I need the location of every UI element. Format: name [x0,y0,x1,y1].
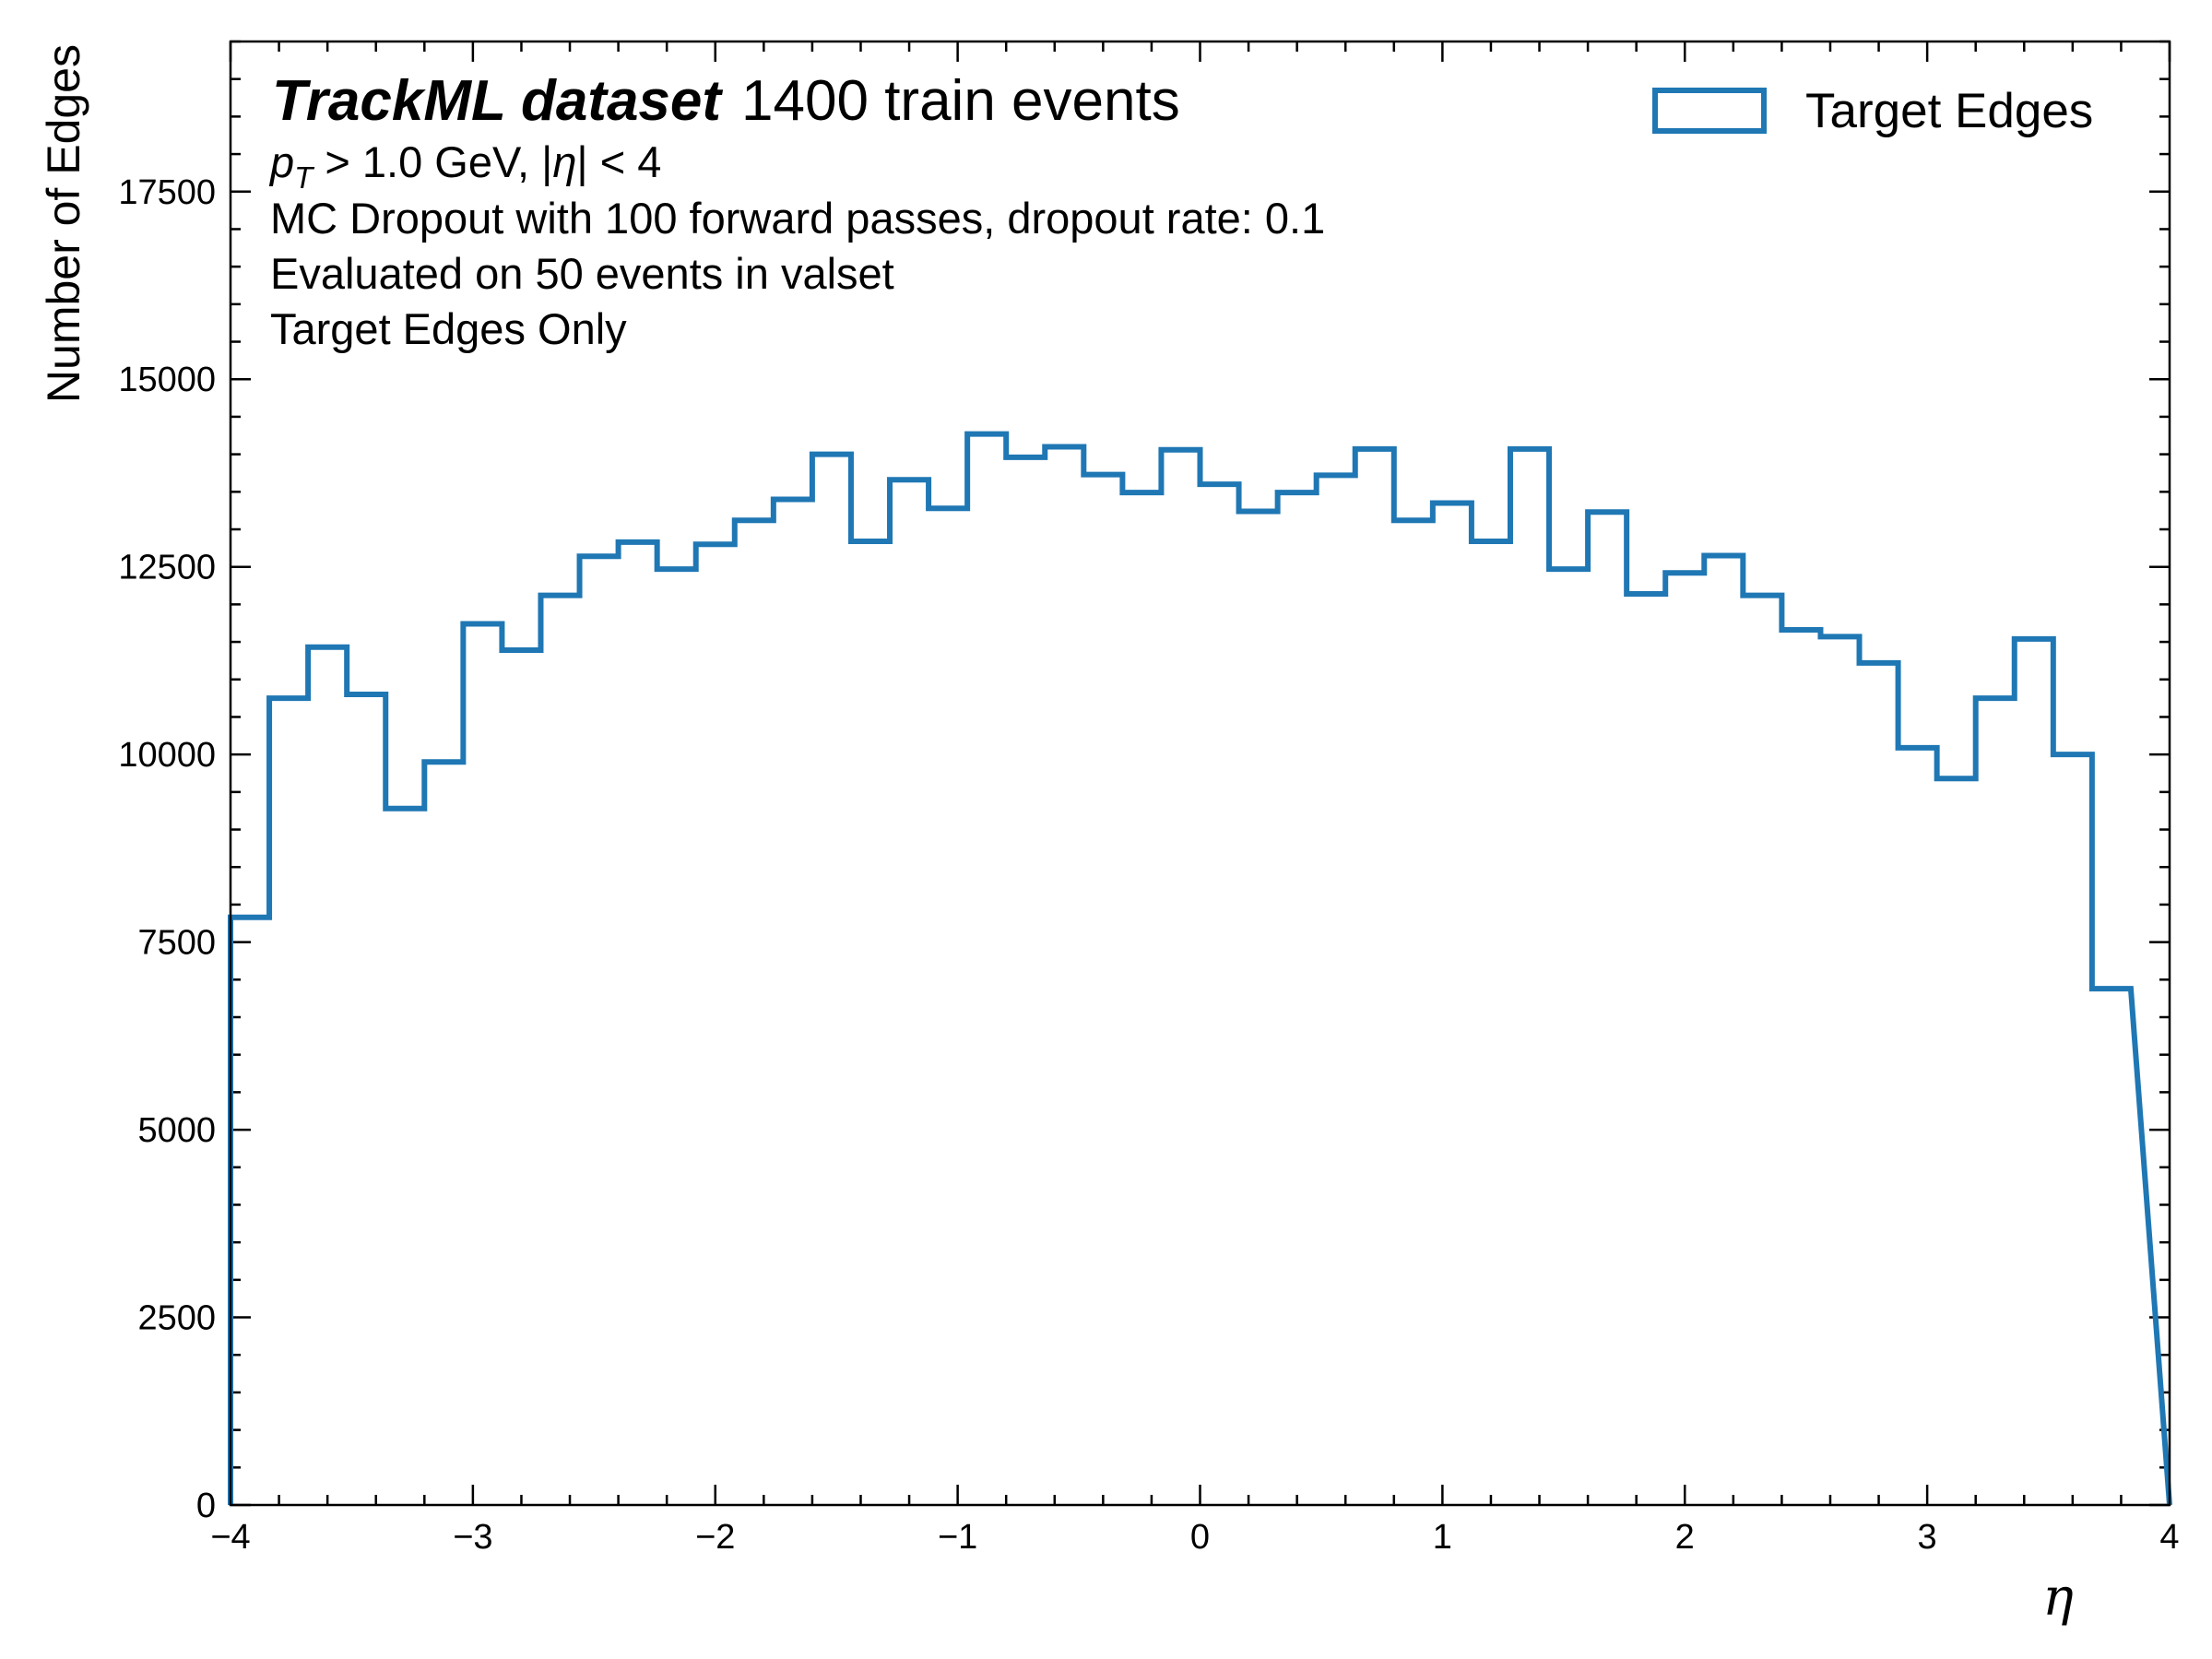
x-tick-label: 2 [1675,1518,1695,1557]
x-tick-label: −1 [938,1518,977,1557]
y-tick-label: 5000 [137,1111,216,1150]
x-tick-label: 0 [1190,1518,1210,1557]
eta-cut-text: | < 4 [576,137,661,186]
y-axis-label: Number of Edges [38,44,89,403]
chart-title-rest: 1400 train events [741,69,1180,133]
y-axis-ticks: 0 2500 5000 7500 10000 12500 15000 17500 [118,40,2170,1525]
annotation-line-target-only: Target Edges Only [270,304,627,353]
y-tick-label: 0 [196,1487,216,1525]
y-tick-label: 10000 [118,736,216,775]
chart-title: TrackML dataset 1400 train events [272,69,1180,133]
y-tick-label: 12500 [118,549,216,587]
pt-symbol: p [268,137,294,186]
y-tick-label: 15000 [118,361,216,399]
chart-title-bold: TrackML dataset [272,69,723,133]
x-tick-label: −2 [695,1518,735,1557]
x-tick-label: −3 [453,1518,492,1557]
target-edges-histogram-line [228,431,2172,1506]
legend-label: Target Edges [1805,84,2093,138]
annotation-line-dropout: MC Dropout with 100 forward passes, drop… [270,194,1325,243]
annotation-line-evaluated: Evaluated on 50 events in valset [270,249,894,298]
x-axis-label: η [2042,1568,2074,1628]
y-tick-label: 2500 [137,1299,216,1338]
legend: Target Edges [1652,84,2093,138]
pt-subscript: T [294,160,315,195]
x-tick-label: 3 [1918,1518,1937,1557]
x-tick-label: 1 [1433,1518,1452,1557]
y-tick-label: 17500 [118,173,216,212]
x-axis-ticks: −4 −3 −2 −1 0 1 2 3 4 [210,41,2180,1557]
x-tick-label: −4 [210,1518,250,1557]
x-tick-label: 4 [2159,1518,2179,1557]
y-tick-label: 7500 [137,924,216,963]
cut-annotation: pT > 1.0 GeV, |η| < 4 [268,137,661,195]
pt-cut-text: > 1.0 GeV, | [313,137,552,186]
legend-swatch [1652,88,1767,134]
plot-frame [229,40,2171,1507]
eta-symbol: η [552,137,576,186]
